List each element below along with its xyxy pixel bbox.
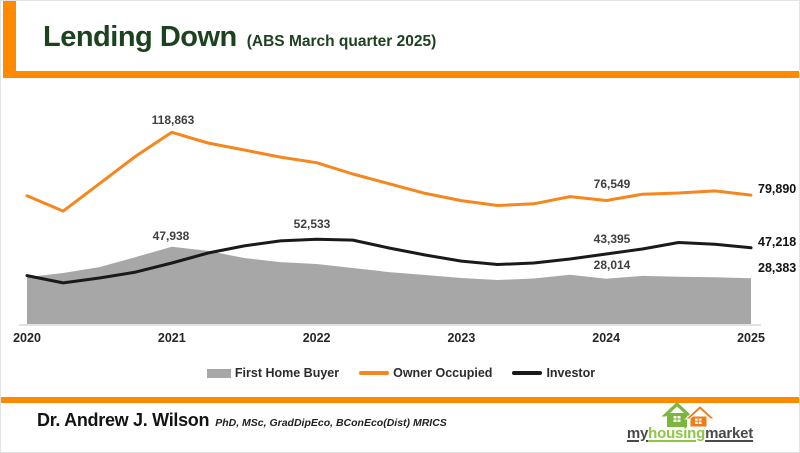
- chart-canvas: [19, 130, 761, 326]
- footer-byline: Dr. Andrew J. Wilson PhD, MSc, GradDipEc…: [37, 410, 447, 431]
- brand-logo: myhousingmarket: [605, 400, 775, 442]
- legend-swatch-line: [359, 371, 390, 375]
- investor-line-series: [25, 237, 753, 285]
- wordmark-market: market: [705, 425, 754, 442]
- chart-area: [1, 86, 799, 331]
- x-axis-tick-label: 2025: [737, 331, 765, 345]
- x-axis-tick-label: 2022: [302, 331, 331, 345]
- first-home-buyer-area-series: [27, 246, 751, 324]
- header: Lending Down (ABS March quarter 2025): [43, 21, 436, 54]
- author-credentials: PhD, MSc, GradDipEco, BConEco(Dist) MRIC…: [215, 417, 447, 429]
- legend-item-owner-occupied: Owner Occupied: [359, 366, 492, 380]
- x-axis-tick-label: 2020: [13, 331, 41, 345]
- accent-bar-header: [3, 71, 799, 78]
- legend-swatch-line: [512, 371, 543, 375]
- green-house-icon: [661, 402, 693, 427]
- x-axis: 2020 2021 2022 2023 2024 2025: [1, 331, 799, 347]
- legend-item-investor: Investor: [512, 366, 595, 380]
- legend-swatch-area: [206, 368, 231, 378]
- legend-label: First Home Buyer: [234, 366, 340, 380]
- wordmark-my: my: [626, 425, 649, 442]
- houses-icon: [661, 402, 716, 428]
- x-axis-tick-label: 2023: [447, 331, 476, 345]
- x-axis-tick-label: 2024: [592, 331, 621, 345]
- chart-legend: First Home Buyer Owner Occupied Investor: [1, 366, 799, 380]
- legend-item-first-home-buyer: First Home Buyer: [206, 366, 340, 380]
- accent-bar-left: [3, 1, 16, 78]
- page-subtitle: (ABS March quarter 2025): [246, 33, 437, 50]
- orange-house-icon: [684, 404, 716, 428]
- legend-label: Investor: [546, 366, 596, 380]
- page-title: Lending Down: [43, 21, 237, 53]
- author-name: Dr. Andrew J. Wilson: [37, 410, 210, 430]
- owner-occupied-line-series: [25, 130, 753, 213]
- wordmark-housing: housing: [648, 425, 706, 442]
- x-axis-tick-label: 2021: [157, 331, 186, 345]
- brand-wordmark: myhousingmarket: [605, 425, 775, 442]
- accent-bar-footer: [1, 397, 799, 403]
- legend-label: Owner Occupied: [393, 366, 493, 380]
